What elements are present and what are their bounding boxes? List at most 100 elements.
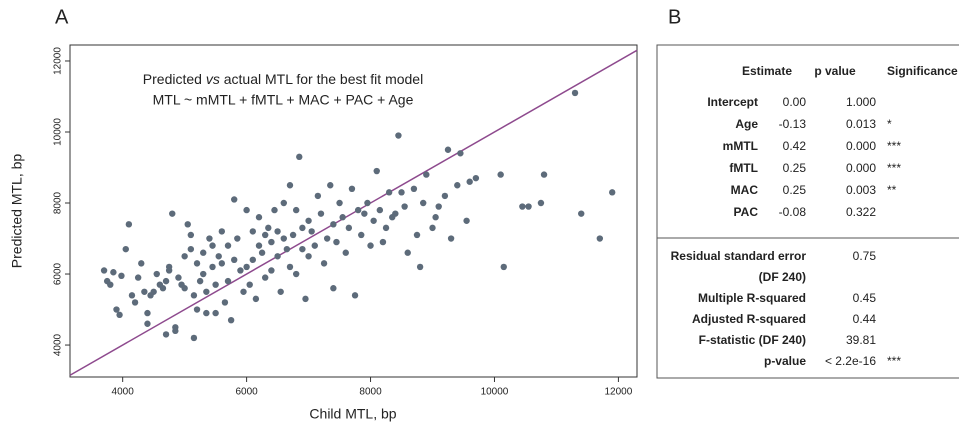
point <box>203 288 210 295</box>
point <box>193 306 201 313</box>
estimate: 0.42 <box>783 139 807 153</box>
significance: ** <box>887 183 897 197</box>
point <box>261 231 269 239</box>
row-label: mMTL <box>723 139 758 153</box>
row-label: PAC <box>734 205 759 219</box>
significance: * <box>887 117 892 131</box>
stat-value: 0.75 <box>853 249 877 263</box>
point <box>212 281 219 288</box>
point <box>525 203 532 210</box>
point <box>227 316 235 324</box>
point <box>299 245 306 253</box>
point <box>367 242 374 249</box>
point <box>212 309 219 317</box>
point <box>382 224 390 232</box>
point <box>153 270 160 278</box>
point <box>361 210 368 217</box>
significance: *** <box>887 161 901 175</box>
p-value: 0.322 <box>846 205 876 219</box>
point <box>432 214 439 221</box>
point <box>190 334 198 342</box>
point <box>305 253 312 260</box>
point <box>283 245 291 253</box>
point <box>454 182 461 189</box>
point <box>540 171 548 178</box>
point <box>243 263 250 271</box>
stat-label: (DF 240) <box>759 270 806 284</box>
x-tick-label: 6000 <box>235 387 258 398</box>
point <box>289 231 297 239</box>
point <box>277 288 284 295</box>
point <box>193 260 201 267</box>
point <box>268 267 275 274</box>
point <box>144 320 151 327</box>
annotation-part: actual MTL for the best fit model <box>224 71 423 87</box>
point <box>385 189 393 196</box>
estimate: 0.00 <box>783 95 807 109</box>
x-axis-label: Child MTL, bp <box>309 406 396 422</box>
point <box>537 199 545 207</box>
annotation-part: Predicted <box>143 71 202 87</box>
p-value: 0.000 <box>846 139 876 153</box>
point <box>169 210 176 217</box>
point <box>165 267 173 274</box>
point <box>358 231 365 239</box>
point <box>578 210 585 217</box>
stat-label: Residual standard error <box>671 249 807 263</box>
point <box>392 210 399 217</box>
point <box>113 306 120 313</box>
point <box>246 281 253 288</box>
point <box>134 274 142 281</box>
point <box>466 178 473 185</box>
point <box>175 274 182 281</box>
point <box>268 238 275 246</box>
point <box>308 228 315 235</box>
table-header: Estimate <box>742 64 792 78</box>
point <box>429 224 436 232</box>
point <box>302 295 309 303</box>
row-label: MAC <box>731 183 759 197</box>
point <box>224 277 232 285</box>
point <box>255 242 263 249</box>
point <box>320 260 328 267</box>
point <box>118 272 125 280</box>
point <box>110 269 117 276</box>
point <box>265 224 272 232</box>
estimate: 0.25 <box>783 183 807 197</box>
point <box>457 150 464 157</box>
point <box>342 249 349 256</box>
significance: *** <box>887 354 901 368</box>
point <box>398 189 405 196</box>
point <box>255 214 263 221</box>
point <box>435 203 442 210</box>
point <box>497 171 504 178</box>
point <box>416 263 424 271</box>
point <box>162 277 170 285</box>
point <box>286 182 294 189</box>
point <box>401 203 408 210</box>
estimate: -0.08 <box>779 205 807 219</box>
point <box>404 249 411 256</box>
x-tick-label: 4000 <box>112 387 135 398</box>
y-tick-label: 8000 <box>53 191 64 214</box>
point <box>333 238 340 246</box>
point <box>370 217 377 224</box>
point <box>286 263 294 271</box>
stat-value: 0.44 <box>853 312 877 326</box>
point <box>240 288 247 295</box>
point <box>215 253 222 260</box>
point <box>348 185 356 193</box>
point <box>184 221 191 228</box>
point <box>413 231 421 239</box>
point <box>571 89 579 97</box>
point <box>376 206 384 214</box>
point <box>231 196 238 203</box>
point <box>138 260 145 267</box>
point <box>327 182 334 189</box>
point <box>196 277 204 285</box>
point <box>209 242 216 249</box>
point <box>243 206 250 214</box>
point <box>234 235 241 242</box>
annotation-part: vs <box>206 71 220 87</box>
